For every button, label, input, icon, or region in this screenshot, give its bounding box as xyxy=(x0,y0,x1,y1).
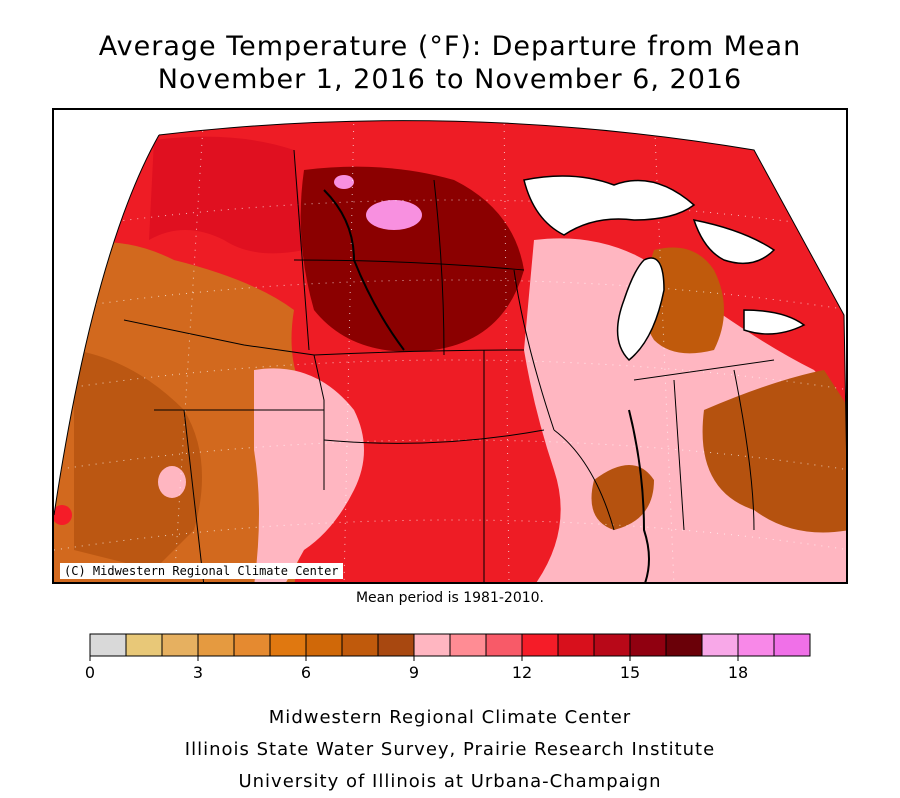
legend-bin xyxy=(89,633,127,657)
legend-bin xyxy=(197,633,235,657)
region-west-pink xyxy=(254,368,364,582)
region-michigan xyxy=(644,247,724,354)
legend-bin xyxy=(629,633,667,657)
legend-bin xyxy=(737,633,775,657)
legend-bin xyxy=(161,633,199,657)
legend-bin xyxy=(233,633,271,657)
legend-bin xyxy=(557,633,595,657)
legend-bin xyxy=(449,633,487,657)
region-west-inner xyxy=(74,350,202,570)
legend-tick-label: 18 xyxy=(728,663,748,680)
legend-tick-label: 15 xyxy=(620,663,640,680)
legend-bin xyxy=(377,633,415,657)
temperature-departure-map: (C) Midwestern Regional Climate Center xyxy=(52,108,848,584)
footer-survey: Illinois State Water Survey, Prairie Res… xyxy=(184,739,716,760)
footer-university: University of Illinois at Urbana-Champai… xyxy=(238,771,662,792)
legend-bin xyxy=(701,633,739,657)
color-legend: 0 3 6 9 12 15 18 xyxy=(85,633,811,680)
legend-tick-label: 12 xyxy=(512,663,532,680)
legend-tick-label: 9 xyxy=(409,663,419,680)
legend-bin xyxy=(485,633,523,657)
great-lakes xyxy=(523,175,806,362)
mean-period-note: Mean period is 1981-2010. xyxy=(355,590,545,606)
legend-bin xyxy=(773,633,811,657)
legend-bin xyxy=(269,633,307,657)
region-ohio-valley xyxy=(702,370,846,533)
map-date-range: November 1, 2016 to November 6, 2016 xyxy=(157,64,743,95)
legend-bin xyxy=(665,633,703,657)
region-hotspot xyxy=(366,200,422,230)
legend-tick-label: 6 xyxy=(301,663,311,680)
legend-bin xyxy=(413,633,451,657)
shaded-field xyxy=(54,120,846,582)
region-northwest-red xyxy=(149,136,304,254)
legend-bin xyxy=(305,633,343,657)
legend-bin xyxy=(593,633,631,657)
footer-org: Midwestern Regional Climate Center xyxy=(268,707,632,728)
region-northern-plains xyxy=(300,166,524,352)
legend-bin xyxy=(125,633,163,657)
map-canvas xyxy=(54,120,846,582)
legend-bin xyxy=(341,633,379,657)
legend-tick-label: 0 xyxy=(85,663,95,680)
copyright-label: (C) Midwestern Regional Climate Center xyxy=(60,563,343,579)
legend-bin xyxy=(521,633,559,657)
state-boundaries xyxy=(54,120,846,582)
map-title: Average Temperature (°F): Departure from… xyxy=(98,31,802,62)
legend-tick-label: 3 xyxy=(193,663,203,680)
